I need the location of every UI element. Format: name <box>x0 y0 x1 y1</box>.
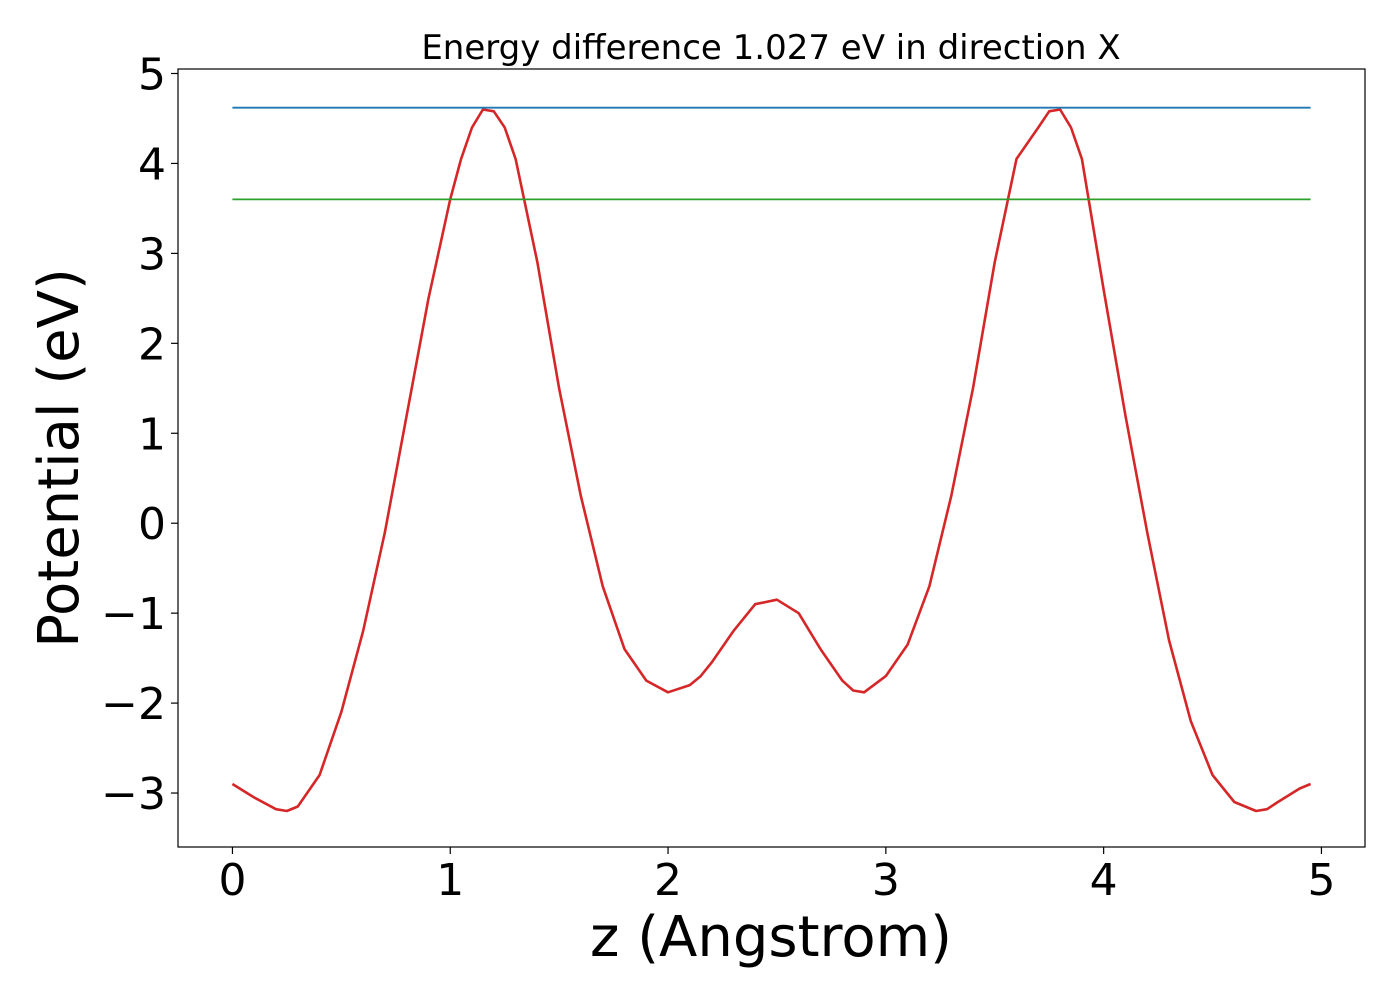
y-tick-label: 2 <box>138 319 166 370</box>
x-tick-label: 4 <box>1090 855 1118 906</box>
y-tick-label: 5 <box>138 49 166 100</box>
y-tick-label: −3 <box>101 769 166 820</box>
x-tick-label: 5 <box>1307 855 1335 906</box>
x-tick-label: 0 <box>218 855 246 906</box>
y-tick-label: 3 <box>138 229 166 280</box>
plot-frame <box>177 68 1366 848</box>
y-tick-label: 1 <box>138 409 166 460</box>
y-axis-label: Potential (eV) <box>27 268 92 648</box>
y-tick-label: −1 <box>101 589 166 640</box>
x-axis-ticks: 0 1 2 3 4 5 <box>218 847 1335 906</box>
y-tick-label: 0 <box>138 499 166 550</box>
x-tick-label: 3 <box>872 855 900 906</box>
series-line-0 <box>231 108 1312 813</box>
y-tick-label: −2 <box>101 679 166 730</box>
x-axis-label: z (Angstrom) <box>590 905 952 970</box>
y-axis-ticks: −3 −2 −1 0 1 2 3 4 5 <box>101 49 178 820</box>
series-layer <box>231 106 1312 813</box>
y-tick-label: 4 <box>138 139 166 190</box>
chart-title: Energy difference 1.027 eV in direction … <box>421 28 1120 68</box>
x-tick-label: 2 <box>654 855 682 906</box>
x-tick-label: 1 <box>436 855 464 906</box>
